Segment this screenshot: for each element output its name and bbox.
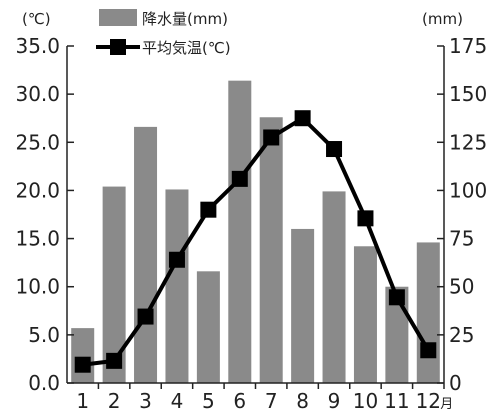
right-axis-tick-label: 25 xyxy=(449,323,474,347)
temperature-point xyxy=(106,352,123,369)
month-suffix-label: 月 xyxy=(440,397,453,412)
right-axis-tick-label: 0 xyxy=(449,371,462,395)
temperature-point xyxy=(263,129,280,146)
left-axis-tick-label: 30.0 xyxy=(15,82,60,106)
precipitation-bar xyxy=(165,189,189,383)
x-axis-tick-label: 7 xyxy=(265,389,278,412)
left-axis-unit-label: (℃) xyxy=(22,10,51,28)
x-axis-tick-label: 6 xyxy=(233,389,246,412)
x-axis-tick-label: 11 xyxy=(384,389,409,412)
x-axis-tick-label: 8 xyxy=(296,389,309,412)
left-axis-tick-label: 0.0 xyxy=(28,371,60,395)
precipitation-bar xyxy=(353,246,377,383)
precipitation-bar xyxy=(134,126,158,383)
right-axis-tick-label: 175 xyxy=(449,34,487,58)
precipitation-bar xyxy=(259,117,283,383)
x-axis-tick-label: 1 xyxy=(76,389,89,412)
left-axis-tick-label: 25.0 xyxy=(15,130,60,154)
temperature-point xyxy=(231,170,248,187)
left-axis-tick-label: 10.0 xyxy=(15,275,60,299)
temperature-point xyxy=(357,210,374,227)
legend-precipitation-swatch xyxy=(99,9,137,26)
x-axis-tick-label: 4 xyxy=(171,389,184,412)
x-axis-tick-label: 5 xyxy=(202,389,215,412)
legend: 降水量(mm) 平均気温(℃) xyxy=(96,9,231,57)
temperature-point xyxy=(420,342,437,359)
temperature-point xyxy=(137,308,154,325)
temperature-point xyxy=(168,251,185,268)
temperature-point xyxy=(326,141,343,158)
precipitation-bar xyxy=(71,328,95,383)
right-axis-tick-label: 50 xyxy=(449,275,474,299)
right-axis-tick-label: 75 xyxy=(449,227,474,251)
x-axis-tick-label: 9 xyxy=(328,389,341,412)
precipitation-bar xyxy=(102,186,126,383)
precipitation-bar xyxy=(196,271,220,383)
left-axis-tick-label: 35.0 xyxy=(15,34,60,58)
precipitation-bar xyxy=(291,228,315,383)
right-axis-tick-label: 100 xyxy=(449,178,487,202)
right-axis-tick-label: 150 xyxy=(449,82,487,106)
precipitation-bar xyxy=(322,191,346,383)
temperature-point xyxy=(294,110,311,127)
left-axis-tick-label: 15.0 xyxy=(15,227,60,251)
x-axis-tick-label: 3 xyxy=(139,389,152,412)
precipitation-bar xyxy=(416,242,440,383)
x-axis-tick-label: 12 xyxy=(416,389,441,412)
temperature-point xyxy=(74,356,91,373)
temperature-point xyxy=(388,289,405,306)
legend-temperature-label: 平均気温(℃) xyxy=(142,39,231,57)
right-axis-unit-label: (mm) xyxy=(422,10,463,28)
x-axis-tick-label: 10 xyxy=(353,389,378,412)
right-axis-tick-label: 125 xyxy=(449,130,487,154)
left-axis-tick-label: 5.0 xyxy=(28,323,60,347)
legend-precipitation-label: 降水量(mm) xyxy=(142,10,228,28)
legend-temperature-marker xyxy=(110,39,126,55)
left-axis-tick-label: 20.0 xyxy=(15,178,60,202)
precipitation-bar xyxy=(228,80,252,384)
x-axis-tick-label: 2 xyxy=(108,389,121,412)
temperature-point xyxy=(200,201,217,218)
